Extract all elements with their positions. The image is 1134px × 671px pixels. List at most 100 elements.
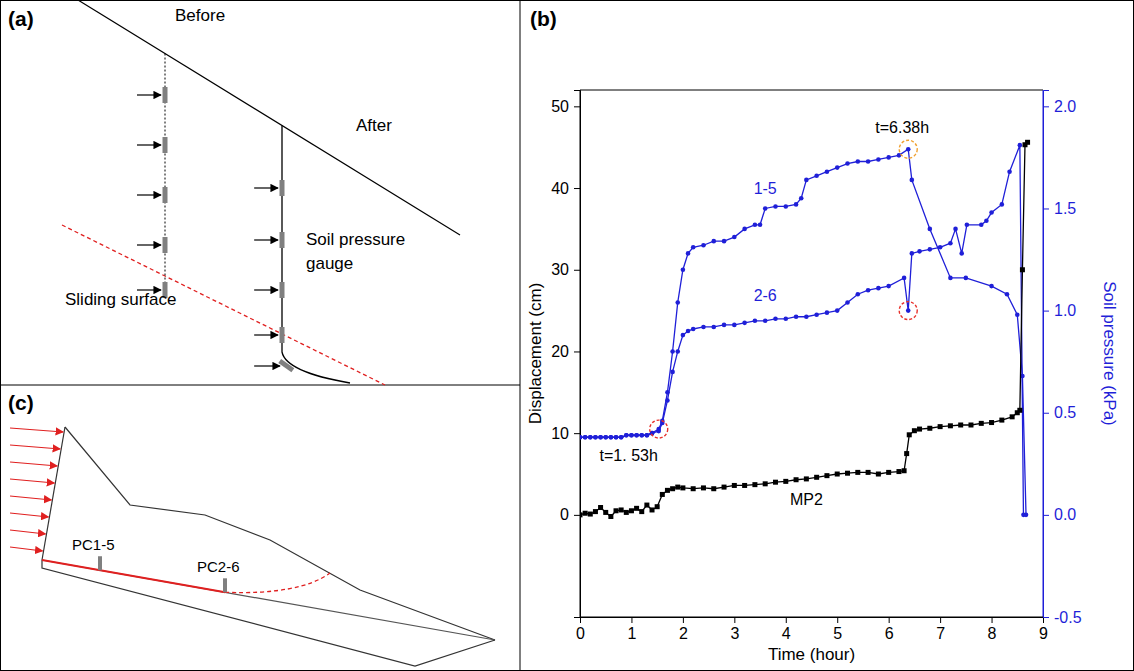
data-point — [758, 223, 763, 228]
data-point — [876, 472, 881, 477]
tick-mark — [940, 617, 941, 623]
label: After — [356, 116, 392, 135]
data-point — [1021, 513, 1026, 518]
data-point — [845, 471, 850, 476]
label: PC2-6 — [197, 558, 240, 575]
data-point — [598, 505, 603, 510]
data-point — [783, 204, 788, 209]
data-point — [773, 316, 778, 321]
tick: 6 — [885, 617, 894, 642]
data-point — [593, 435, 598, 440]
data-point — [665, 398, 670, 403]
data-point — [896, 469, 901, 474]
data-point — [763, 206, 768, 211]
data-point — [680, 485, 685, 490]
tick-label: 9 — [1039, 625, 1048, 642]
data-point — [624, 433, 629, 438]
data-point — [701, 485, 706, 490]
data-point — [752, 482, 757, 487]
data-point — [608, 514, 613, 519]
data-point — [588, 435, 593, 440]
load-arrow — [10, 428, 63, 432]
tick-mark — [1043, 617, 1049, 618]
data-point — [609, 435, 614, 440]
data-point — [670, 370, 675, 375]
data-point — [619, 435, 624, 440]
data-point — [619, 435, 624, 440]
data-point — [742, 227, 747, 232]
chart-b: 012345678901020304050-0.50.00.51.01.52.0… — [526, 90, 1119, 664]
label: Soil pressure — [306, 230, 405, 249]
data-point — [711, 239, 716, 244]
arrow — [254, 289, 278, 290]
data-point — [1015, 312, 1020, 317]
tick-label: 0 — [560, 506, 569, 523]
data-point — [753, 223, 758, 228]
data-point — [686, 329, 691, 334]
tick: 5 — [833, 617, 842, 642]
tick-mark — [889, 617, 890, 623]
data-point — [619, 507, 624, 512]
y2-axis-title: Soil pressure (kPa) — [1100, 281, 1119, 426]
tick-label: 10 — [551, 425, 569, 442]
data-point — [845, 300, 850, 305]
data-point — [691, 245, 696, 250]
tick: 10 — [551, 425, 580, 442]
load-arrow — [10, 445, 60, 449]
data-point — [1010, 414, 1015, 419]
data-point — [999, 418, 1004, 423]
y-axis-title: Displacement (cm) — [526, 283, 545, 425]
data-point — [1025, 140, 1030, 145]
data-point — [655, 504, 660, 509]
plot-frame — [1043, 90, 1044, 617]
data-point — [691, 327, 696, 332]
data-point — [856, 292, 861, 297]
data-point — [593, 435, 598, 440]
data-point — [824, 473, 829, 478]
series-line — [580, 142, 1028, 516]
tick-label: 6 — [885, 625, 894, 642]
series-label: 1-5 — [754, 180, 777, 197]
data-point — [665, 488, 670, 493]
tick: 3 — [730, 617, 739, 642]
tick-label: 3 — [730, 625, 739, 642]
tick: 8 — [988, 617, 997, 642]
pressure-gauge — [98, 556, 102, 570]
tick-mark — [683, 617, 684, 623]
data-point — [886, 284, 891, 289]
sliding-arc — [225, 573, 330, 593]
tick-mark — [1043, 413, 1049, 414]
data-point — [783, 316, 788, 321]
tick: 2.0 — [1043, 98, 1076, 115]
data-point — [906, 308, 911, 313]
data-point — [917, 249, 922, 254]
data-point — [742, 321, 747, 326]
tick: 0.5 — [1043, 404, 1076, 421]
data-point — [965, 223, 970, 228]
pressure-gauge — [280, 282, 285, 298]
data-point — [910, 178, 915, 183]
arrow — [254, 239, 278, 240]
tick-mark — [574, 106, 580, 107]
data-point — [948, 241, 953, 246]
label: gauge — [306, 254, 353, 273]
data-point — [804, 178, 809, 183]
panel-c: PC1-5 PC2-6 — [10, 427, 495, 666]
data-point — [927, 426, 932, 431]
data-point — [928, 247, 933, 252]
highlight-circle — [899, 140, 917, 158]
data-point — [897, 153, 902, 158]
tick-label: 1.5 — [1054, 200, 1076, 217]
tick: 2 — [679, 617, 688, 642]
data-point — [1000, 202, 1005, 207]
plot-frame — [580, 90, 1043, 91]
label: PC1-5 — [72, 536, 115, 553]
panel-label: (a) — [8, 7, 34, 30]
data-point — [701, 325, 706, 330]
data-point — [603, 510, 608, 515]
data-point — [588, 435, 593, 440]
tick-mark — [1043, 311, 1049, 312]
panel-divider — [520, 0, 521, 671]
data-point — [902, 468, 907, 473]
data-point — [660, 492, 665, 497]
